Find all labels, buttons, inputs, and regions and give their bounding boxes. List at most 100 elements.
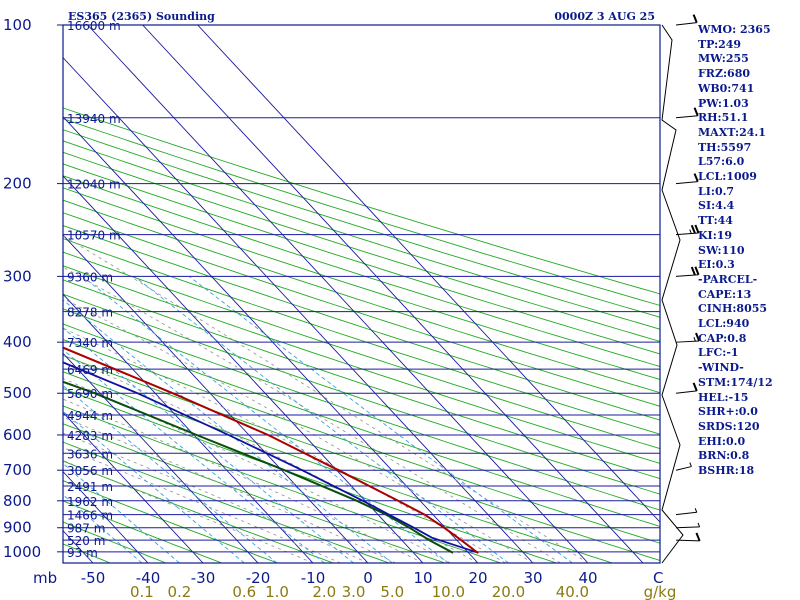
pressure-tick-label: 600 bbox=[3, 426, 32, 444]
temperature-tick-label: -40 bbox=[136, 569, 161, 587]
pressure-tick-label: 500 bbox=[3, 384, 32, 402]
dry-adiabat bbox=[63, 151, 660, 342]
index-line: LCL:940 bbox=[698, 317, 750, 330]
chart-title: ES365 (2365) Sounding bbox=[68, 10, 215, 23]
moist-adiabat bbox=[63, 398, 424, 563]
pressure-tick-label: 400 bbox=[3, 333, 32, 351]
index-line: TT:44 bbox=[698, 214, 733, 228]
dry-adiabat bbox=[63, 480, 278, 563]
wind-barb bbox=[675, 332, 701, 343]
wind-barb bbox=[675, 382, 698, 394]
plot-frame bbox=[62, 24, 661, 564]
profiles bbox=[63, 346, 479, 554]
index-line: SRDS:120 bbox=[698, 419, 760, 433]
x-axis-label-right: C bbox=[653, 569, 663, 587]
chart-time: 0000Z 3 AUG 25 bbox=[554, 10, 655, 23]
dry-adiabat bbox=[63, 107, 660, 295]
mixing-ratio-tick-label: 0.2 bbox=[167, 583, 191, 600]
dry-adiabat bbox=[63, 140, 660, 330]
temperature-tick-label: -50 bbox=[81, 569, 106, 587]
dry-adiabat bbox=[63, 129, 660, 318]
height-label: 9360 m bbox=[67, 270, 113, 284]
dry-adiabat bbox=[63, 238, 660, 435]
mixing-ratio-line bbox=[63, 462, 180, 563]
dry-adiabat bbox=[63, 251, 660, 450]
dry-adiabat bbox=[63, 521, 167, 563]
isobars bbox=[57, 24, 660, 553]
index-line: TH:5597 bbox=[698, 140, 752, 154]
moist-adiabat bbox=[63, 266, 561, 563]
height-label: 2491 m bbox=[67, 480, 113, 494]
index-line: MAXT:24.1 bbox=[698, 125, 766, 139]
dry-adiabat bbox=[63, 308, 660, 511]
isotherm bbox=[63, 411, 204, 563]
isotherm bbox=[63, 470, 149, 563]
wind-barb bbox=[675, 508, 698, 516]
mixing-ratio-line bbox=[63, 327, 354, 563]
wind-barb bbox=[675, 173, 699, 185]
dry-adiabat bbox=[63, 187, 660, 380]
index-line: CAP:0.8 bbox=[698, 331, 747, 345]
moist-adiabat bbox=[63, 460, 314, 563]
temperature-tick-label: 40 bbox=[578, 569, 597, 587]
temperature-tick-label: 20 bbox=[468, 569, 487, 587]
index-line: L57:6.0 bbox=[698, 155, 745, 169]
index-line: HEL:-15 bbox=[698, 390, 749, 404]
moist-adiabat bbox=[63, 298, 534, 563]
index-line: MW:255 bbox=[698, 52, 749, 66]
index-line: SI:4.4 bbox=[698, 199, 735, 213]
background-lines bbox=[0, 25, 660, 563]
index-line: -WIND- bbox=[698, 361, 744, 375]
height-label: 1466 m bbox=[67, 509, 113, 523]
height-label: 93 m bbox=[67, 546, 98, 560]
moist-adiabat bbox=[63, 416, 396, 563]
index-line: FRZ:680 bbox=[698, 67, 751, 81]
height-label: 13940 m bbox=[67, 112, 121, 126]
dry-adiabat bbox=[63, 225, 660, 421]
temperature-tick-label: 30 bbox=[523, 569, 542, 587]
wind-staff-line bbox=[661, 24, 684, 564]
moist-adiabat bbox=[63, 378, 451, 563]
dry-adiabat bbox=[63, 212, 660, 407]
moist-adiabat bbox=[63, 354, 479, 563]
height-label: 7340 m bbox=[67, 336, 113, 350]
dry-adiabat bbox=[63, 339, 660, 544]
index-line: PW:1.03 bbox=[698, 96, 749, 110]
x-axis-label-left: mb bbox=[33, 569, 57, 587]
mixing-ratio-unit: g/kg bbox=[644, 583, 677, 600]
index-line: LFC:-1 bbox=[698, 346, 739, 360]
mixing-ratio-tick-label: 5.0 bbox=[380, 583, 404, 600]
dry-adiabat bbox=[63, 405, 501, 563]
pressure-tick-label: 200 bbox=[3, 175, 32, 193]
mixing-ratio-line bbox=[63, 385, 278, 563]
isotherm bbox=[142, 25, 644, 563]
dry-adiabat bbox=[0, 25, 55, 563]
height-label: 4944 m bbox=[67, 409, 113, 423]
index-line: SHR+:0.0 bbox=[698, 405, 758, 419]
dry-adiabat bbox=[63, 265, 660, 464]
mixing-ratio-tick-label: 2.0 bbox=[312, 583, 336, 600]
temperature-tick-label: 0 bbox=[363, 569, 373, 587]
moist-adiabat bbox=[63, 235, 589, 563]
index-line: -PARCEL- bbox=[698, 272, 758, 286]
mixing-ratio-tick-label: 0.6 bbox=[232, 583, 256, 600]
wind-staff bbox=[661, 14, 701, 564]
temperature-tick-label: -10 bbox=[301, 569, 326, 587]
mixing-ratio-line bbox=[188, 276, 573, 563]
pressure-tick-label: 100 bbox=[3, 16, 32, 34]
temperature-line bbox=[63, 346, 479, 554]
index-line: BRN:0.8 bbox=[698, 449, 750, 463]
moist-adiabat bbox=[63, 446, 341, 563]
mixing-ratio-tick-label: 0.1 bbox=[130, 583, 154, 600]
index-line: WB0:741 bbox=[698, 81, 755, 95]
dry-adiabat bbox=[63, 354, 660, 561]
height-label: 12040 m bbox=[67, 178, 121, 192]
mixing-ratio-line bbox=[63, 494, 143, 563]
wind-barb bbox=[675, 532, 701, 542]
index-line: RH:51.1 bbox=[698, 111, 749, 125]
isotherm bbox=[0, 25, 38, 563]
dewpoint-line bbox=[63, 380, 454, 554]
index-line: EI:0.3 bbox=[698, 258, 735, 272]
index-line: KI:19 bbox=[698, 228, 733, 242]
